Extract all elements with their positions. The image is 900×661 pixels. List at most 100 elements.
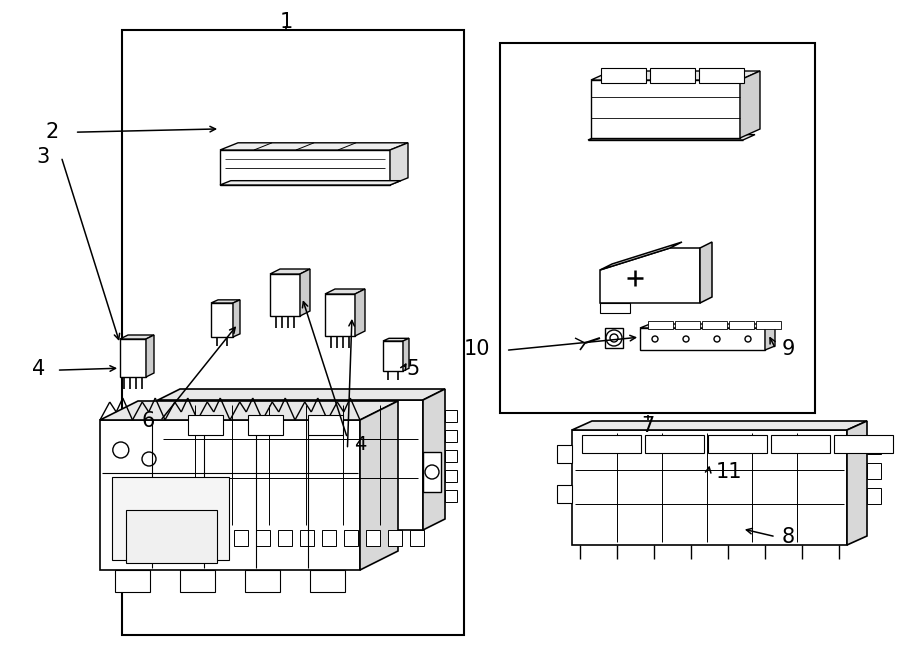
Bar	[366, 530, 380, 546]
Bar	[650, 68, 695, 83]
Bar	[729, 321, 754, 329]
Polygon shape	[740, 71, 760, 138]
Circle shape	[112, 442, 129, 458]
Bar	[308, 415, 343, 435]
Bar	[168, 530, 182, 546]
Bar	[582, 435, 641, 453]
Polygon shape	[220, 150, 390, 185]
Polygon shape	[383, 338, 409, 341]
Polygon shape	[600, 242, 682, 270]
Polygon shape	[233, 300, 240, 337]
Bar	[410, 530, 424, 546]
Bar	[245, 570, 280, 592]
Polygon shape	[557, 485, 572, 503]
Polygon shape	[588, 135, 755, 140]
Polygon shape	[600, 303, 630, 313]
Bar	[180, 570, 215, 592]
Bar	[756, 321, 781, 329]
Bar	[867, 463, 881, 479]
Circle shape	[425, 465, 439, 479]
Polygon shape	[100, 401, 398, 420]
Circle shape	[714, 336, 720, 342]
Polygon shape	[325, 289, 365, 294]
Bar	[445, 450, 457, 462]
Circle shape	[745, 336, 751, 342]
Polygon shape	[572, 421, 867, 430]
Polygon shape	[403, 338, 409, 371]
Polygon shape	[211, 303, 233, 337]
Polygon shape	[572, 430, 847, 545]
Text: 7: 7	[642, 416, 654, 436]
Circle shape	[142, 452, 156, 466]
Polygon shape	[100, 420, 360, 570]
Polygon shape	[158, 389, 445, 400]
Polygon shape	[423, 452, 441, 492]
Polygon shape	[700, 242, 712, 303]
Bar	[256, 530, 270, 546]
Polygon shape	[390, 143, 408, 185]
Polygon shape	[360, 401, 398, 570]
Bar	[699, 68, 744, 83]
Text: 6: 6	[141, 411, 155, 431]
Polygon shape	[600, 248, 700, 303]
Bar	[500, 43, 814, 413]
Bar	[445, 430, 457, 442]
Polygon shape	[605, 328, 623, 348]
Bar	[702, 321, 727, 329]
Polygon shape	[220, 180, 400, 185]
Bar	[122, 30, 464, 635]
Circle shape	[610, 334, 618, 342]
Bar	[248, 415, 283, 435]
Polygon shape	[640, 324, 775, 328]
Text: 3: 3	[36, 147, 50, 167]
Polygon shape	[423, 389, 445, 530]
Polygon shape	[765, 324, 775, 350]
Polygon shape	[140, 439, 158, 479]
Polygon shape	[120, 335, 154, 339]
Bar	[445, 410, 457, 422]
Bar	[708, 435, 767, 453]
Circle shape	[683, 336, 689, 342]
Bar	[112, 477, 229, 559]
Polygon shape	[325, 294, 355, 336]
Bar	[867, 438, 881, 454]
Polygon shape	[383, 341, 403, 371]
Bar	[445, 490, 457, 502]
Bar	[834, 435, 893, 453]
Text: 4: 4	[32, 359, 45, 379]
Text: 10: 10	[464, 339, 491, 359]
Bar	[115, 570, 150, 592]
Bar	[234, 530, 248, 546]
Polygon shape	[211, 300, 240, 303]
Bar	[344, 530, 358, 546]
Polygon shape	[847, 421, 867, 545]
Text: 1: 1	[279, 12, 292, 32]
Bar	[322, 530, 336, 546]
Text: 8: 8	[781, 527, 795, 547]
Bar	[601, 68, 646, 83]
Bar	[388, 530, 402, 546]
Polygon shape	[591, 80, 740, 138]
Bar	[645, 435, 704, 453]
Polygon shape	[146, 335, 154, 377]
Bar	[310, 570, 345, 592]
Bar	[771, 435, 830, 453]
Text: 5: 5	[406, 359, 419, 379]
Bar	[190, 530, 204, 546]
Polygon shape	[300, 269, 310, 316]
Text: 11: 11	[716, 462, 742, 482]
Bar	[126, 510, 217, 563]
Polygon shape	[355, 289, 365, 336]
Polygon shape	[120, 339, 146, 377]
Bar	[675, 321, 700, 329]
Bar	[188, 415, 223, 435]
Polygon shape	[158, 400, 423, 530]
Text: 9: 9	[781, 339, 795, 359]
Bar	[648, 321, 673, 329]
Bar	[300, 530, 314, 546]
Polygon shape	[220, 143, 408, 150]
Polygon shape	[270, 269, 310, 274]
Bar	[212, 530, 226, 546]
Polygon shape	[557, 445, 572, 463]
Polygon shape	[270, 274, 300, 316]
